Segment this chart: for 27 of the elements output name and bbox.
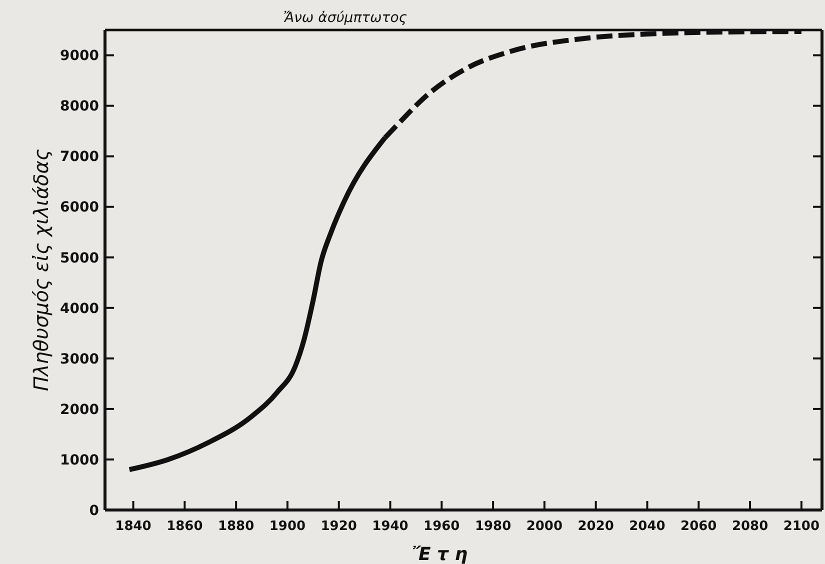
y-tick-label: 4000 [60, 300, 100, 317]
x-tick-label: 1980 [474, 519, 512, 534]
x-tick-label: 1960 [424, 519, 460, 534]
y-tick-label: 5000 [60, 250, 100, 266]
y-tick-label: 9000 [60, 48, 100, 64]
y-tick-label: 1000 [60, 452, 100, 468]
y-tick-label: 8000 [60, 98, 100, 115]
x-tick-label: 2020 [578, 519, 614, 534]
x-tick-label: 1860 [166, 519, 203, 534]
x-axis-title: Ἔ τ η [412, 544, 468, 564]
x-tick-label: 1880 [218, 519, 254, 534]
x-tick-label: 1940 [372, 519, 408, 534]
x-tick-label: 2100 [783, 519, 820, 534]
y-tick-label: 0 [89, 502, 100, 519]
x-tick-label: 1900 [269, 519, 306, 534]
y-tick-label: 2000 [60, 402, 100, 418]
x-tick-label: 2000 [526, 519, 563, 534]
x-tick-label: 2080 [732, 519, 768, 534]
x-tick-label: 2060 [680, 519, 717, 534]
x-tick-label: 1920 [320, 519, 357, 534]
x-tick-label: 2040 [629, 519, 666, 534]
y-axis-title: Πληθυσμός εἰς χιλιάδας [29, 148, 53, 392]
x-tick-label: 1840 [115, 519, 152, 534]
y-tick-label: 3000 [60, 351, 100, 368]
ref-line-label: Ἄνω ἀσύμπτωτος [283, 10, 407, 26]
y-tick-label: 7000 [60, 149, 100, 166]
y-tick-label: 6000 [60, 200, 100, 216]
